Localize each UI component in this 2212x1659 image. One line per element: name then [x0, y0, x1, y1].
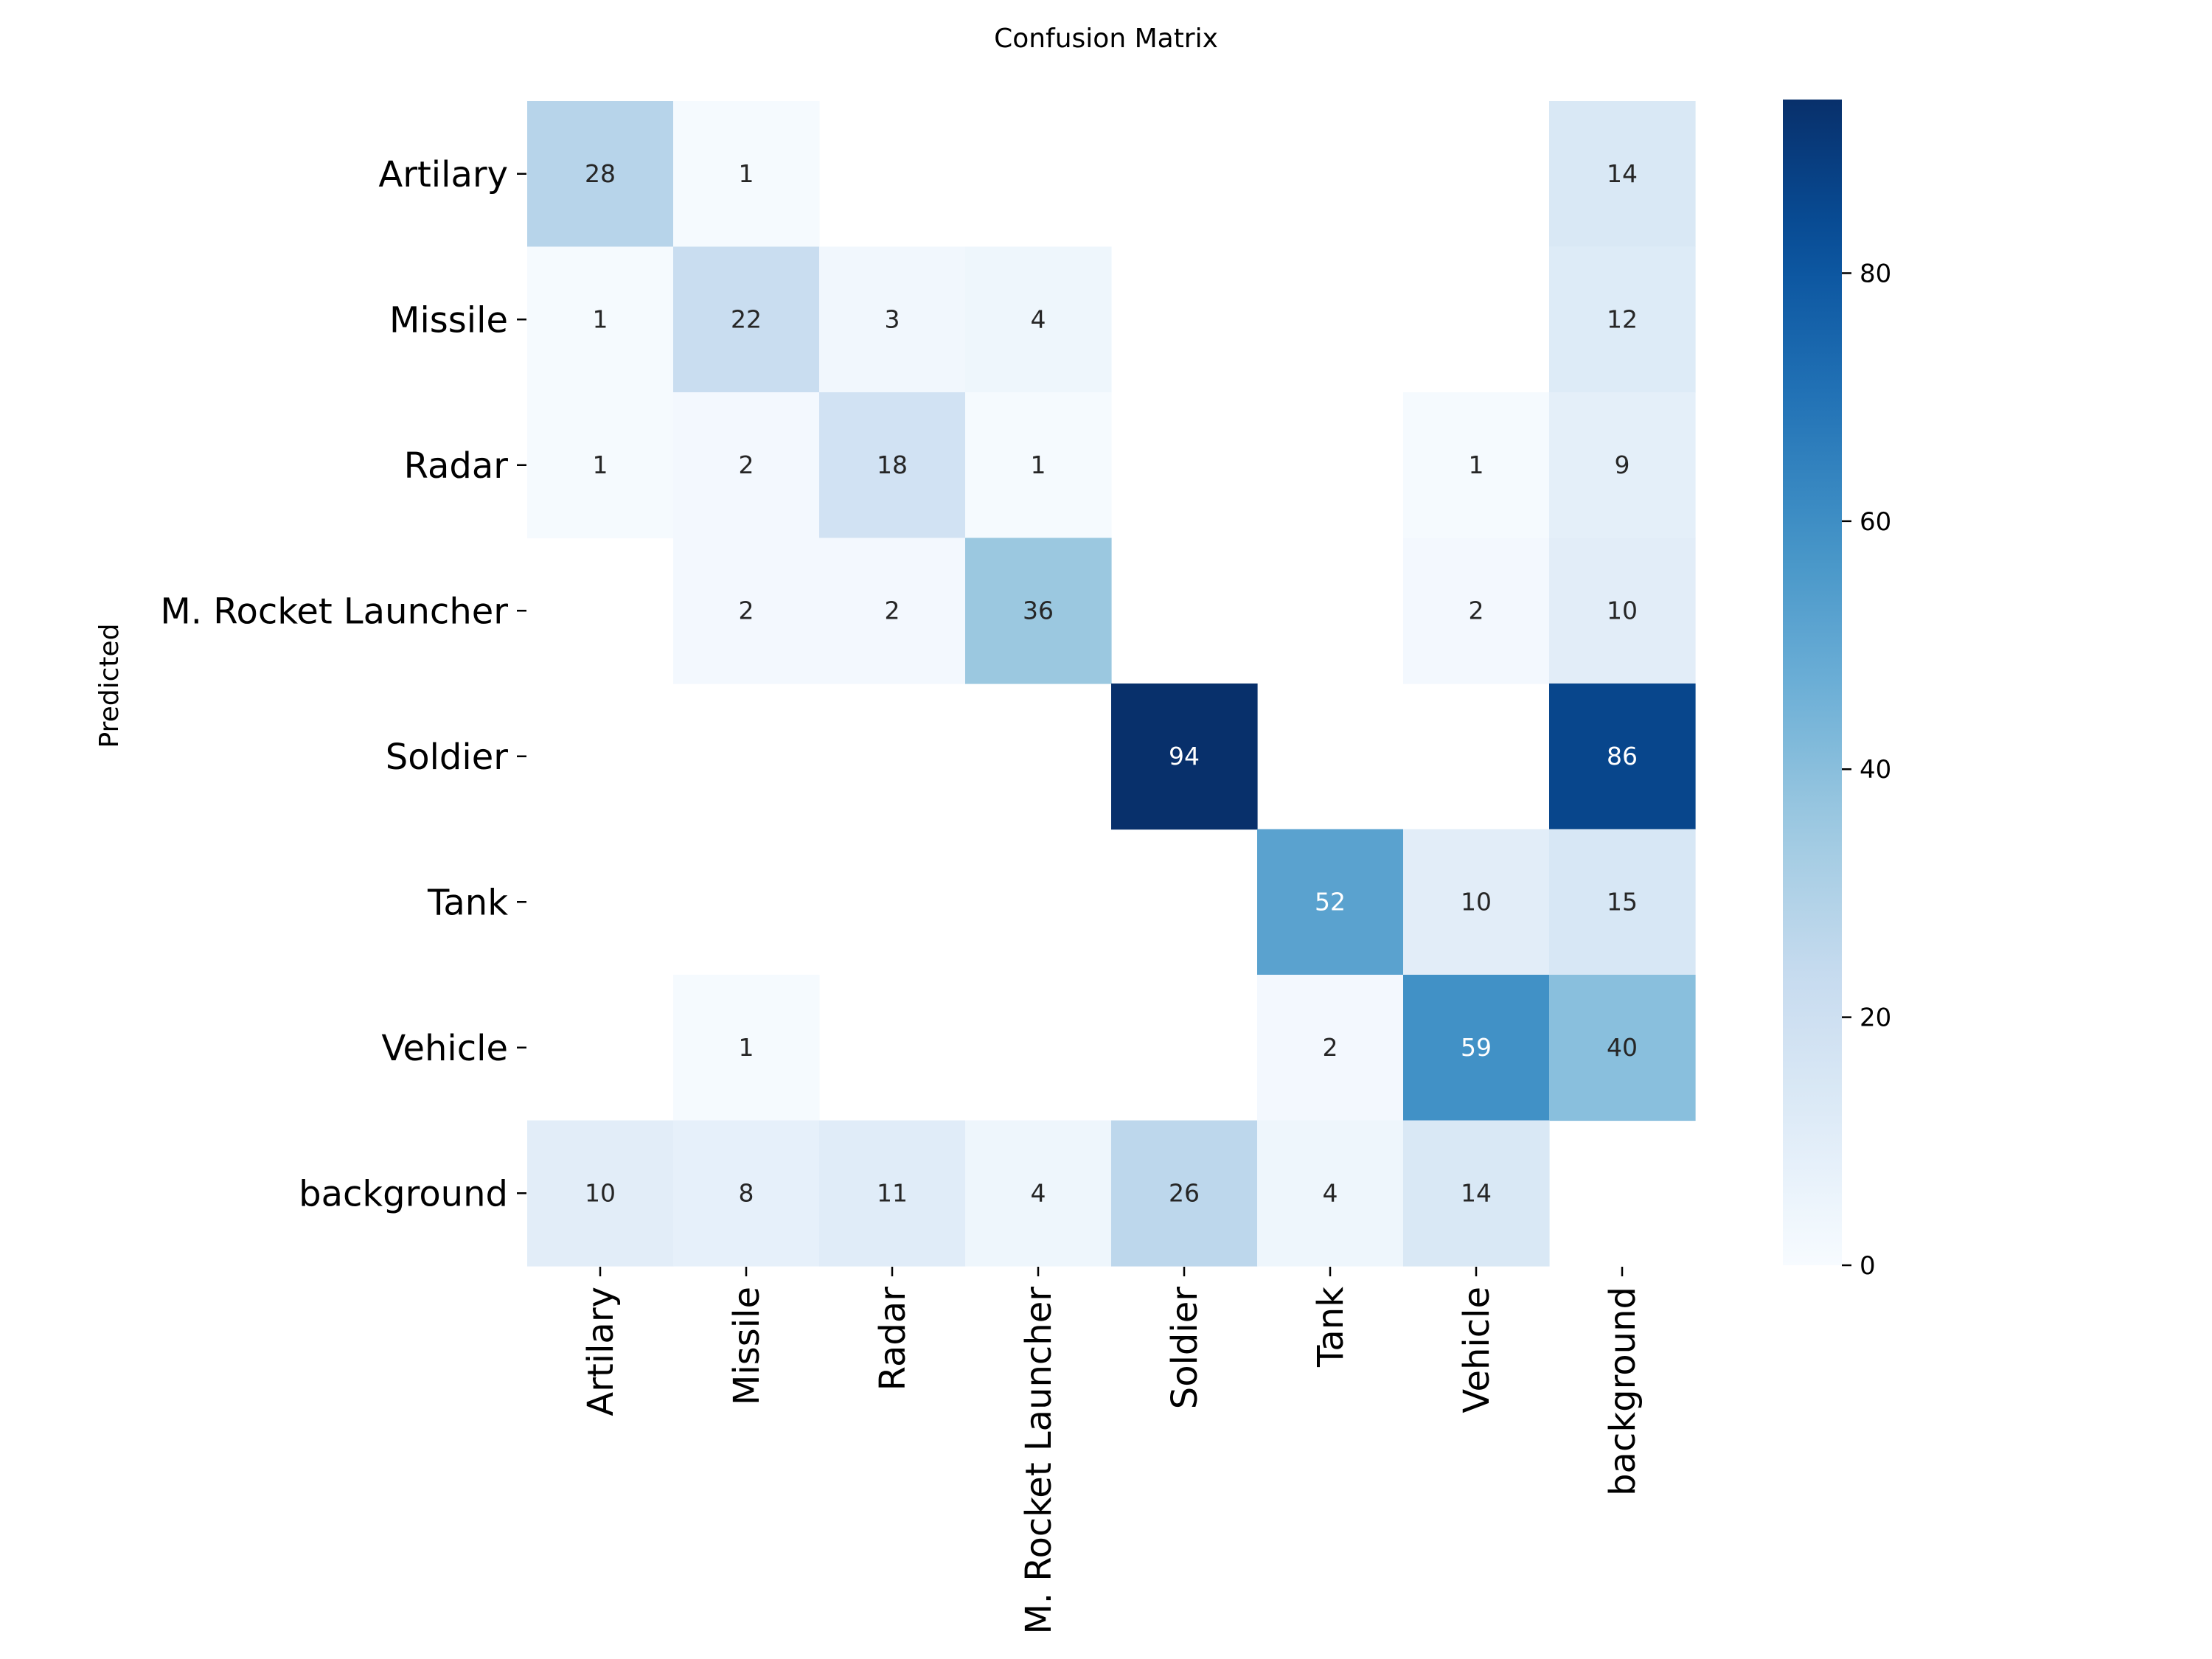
- heatmap-cell-artilary-background: [1549, 101, 1696, 248]
- heatmap-cell-radar-missile: [673, 392, 820, 539]
- colorbar-tick-label: 80: [1860, 259, 1891, 288]
- x-tick-label-background: background: [1602, 1287, 1644, 1496]
- colorbar-tick-label: 40: [1860, 755, 1891, 785]
- heatmap-cell-vehicle-background: [1549, 975, 1696, 1121]
- heatmap-cell-tank-tank: [1257, 829, 1404, 975]
- x-tick-label-missile: Missile: [726, 1287, 768, 1405]
- heatmap-cell-background-missile: [673, 1120, 820, 1267]
- cell-value-label: 14: [1461, 1178, 1492, 1207]
- cell-value-label: 18: [877, 451, 908, 479]
- x-tick-label-tank: Tank: [1310, 1287, 1352, 1368]
- heatmap-cell-m-rocket-launcher-missile: [673, 538, 820, 684]
- heatmap-cell-background-tank: [1257, 1120, 1404, 1267]
- cell-value-label: 28: [585, 159, 616, 188]
- heatmap-cell-tank-background: [1549, 829, 1696, 975]
- cell-value-label: 10: [585, 1178, 616, 1207]
- cell-value-label: 2: [885, 596, 900, 625]
- cell-value-label: 26: [1169, 1178, 1200, 1207]
- y-tick-label-artilary: Artilary: [378, 154, 508, 195]
- x-tick-label-artilary: Artilary: [580, 1287, 622, 1416]
- y-tick-label-vehicle: Vehicle: [381, 1028, 508, 1069]
- cell-value-label: 94: [1169, 742, 1200, 771]
- cell-value-label: 11: [877, 1178, 908, 1207]
- heatmap-cell-background-soldier: [1111, 1120, 1258, 1267]
- cell-value-label: 12: [1607, 305, 1638, 333]
- cell-value-label: 4: [1323, 1178, 1338, 1207]
- heatmap-cell-radar-radar: [819, 392, 966, 539]
- colorbar-gradient: [1783, 100, 1842, 1265]
- x-tick-label-soldier: Soldier: [1164, 1287, 1206, 1410]
- heatmap-cell-soldier-soldier: [1111, 684, 1258, 830]
- cell-value-label: 10: [1607, 596, 1638, 625]
- y-tick-label-radar: Radar: [404, 445, 509, 487]
- cell-value-label: 52: [1315, 887, 1346, 916]
- heatmap-cell-missile-m-rocket-launcher: [965, 246, 1112, 393]
- x-tick-label-vehicle: Vehicle: [1456, 1287, 1498, 1413]
- cell-value-label: 2: [739, 596, 754, 625]
- heatmap-cell-vehicle-tank: [1257, 975, 1404, 1121]
- cell-value-label: 40: [1607, 1033, 1638, 1062]
- heatmap-cell-missile-background: [1549, 246, 1696, 393]
- heatmap-cell-m-rocket-launcher-radar: [819, 538, 966, 684]
- cell-value-label: 8: [739, 1178, 754, 1207]
- cell-value-label: 1: [739, 159, 754, 188]
- heatmap-cell-vehicle-vehicle: [1403, 975, 1550, 1121]
- cell-value-label: 36: [1023, 596, 1054, 625]
- cell-value-label: 1: [739, 1033, 754, 1062]
- chart-title: Confusion Matrix: [994, 24, 1218, 54]
- heatmap-cell-radar-m-rocket-launcher: [965, 392, 1112, 539]
- cell-value-label: 1: [1031, 451, 1046, 479]
- colorbar: 0 20 40 60 80: [1783, 100, 1891, 1281]
- heatmap-cell-tank-vehicle: [1403, 829, 1550, 975]
- cell-value-label: 2: [1323, 1033, 1338, 1062]
- cell-value-label: 1: [1469, 451, 1484, 479]
- cell-value-label: 86: [1607, 742, 1638, 771]
- cell-value-label: 2: [1469, 596, 1484, 625]
- y-tick-label-m-rocket-launcher: M. Rocket Launcher: [160, 591, 508, 632]
- cell-value-label: 1: [593, 305, 608, 333]
- heatmap-cell-radar-artilary: [527, 392, 674, 539]
- heatmap-cell-m-rocket-launcher-vehicle: [1403, 538, 1550, 684]
- heatmap-cell-m-rocket-launcher-m-rocket-launcher: [965, 538, 1112, 684]
- heatmap-cell-background-radar: [819, 1120, 966, 1267]
- heatmap-cell-m-rocket-launcher-background: [1549, 538, 1696, 684]
- y-tick-label-soldier: Soldier: [386, 737, 509, 778]
- colorbar-tick-label: 20: [1860, 1004, 1891, 1033]
- cell-value-label: 4: [1031, 1178, 1046, 1207]
- heatmap-cell-radar-background: [1549, 392, 1696, 539]
- y-tick-label-tank: Tank: [427, 882, 508, 923]
- y-tick-label-background: background: [299, 1173, 508, 1214]
- cell-value-label: 10: [1461, 887, 1492, 916]
- heatmap-cell-missile-radar: [819, 246, 966, 393]
- cell-value-label: 3: [885, 305, 900, 333]
- heatmap-cell-missile-artilary: [527, 246, 674, 393]
- cell-value-label: 59: [1461, 1033, 1492, 1062]
- colorbar-tick-label: 0: [1860, 1251, 1876, 1281]
- x-axis-ticks: Artilary Missile Radar M. Rocket Launcher So…: [580, 1267, 1644, 1635]
- cell-value-label: 14: [1607, 159, 1638, 188]
- y-tick-label-missile: Missile: [389, 299, 508, 341]
- colorbar-tick-label: 60: [1860, 507, 1891, 537]
- heatmap-cell-background-m-rocket-launcher: [965, 1120, 1112, 1267]
- y-axis-ticks: Artilary Missile Radar M. Rocket Launcher So…: [160, 154, 526, 1214]
- heatmap-cell-radar-vehicle: [1403, 392, 1550, 539]
- heatmap-cell-vehicle-missile: [673, 975, 820, 1121]
- cell-value-label: 1: [593, 451, 608, 479]
- y-axis-label: Predicted: [94, 624, 125, 748]
- heatmap-cell-artilary-missile: [673, 101, 820, 248]
- heatmap-cell-missile-missile: [673, 246, 820, 393]
- x-tick-label-radar: Radar: [872, 1287, 914, 1391]
- cell-value-label: 15: [1607, 887, 1638, 916]
- heatmap-cell-artilary-artilary: [527, 101, 674, 248]
- heatmap-cell-background-artilary: [527, 1120, 674, 1267]
- x-tick-label-m-rocket-launcher: M. Rocket Launcher: [1018, 1287, 1060, 1635]
- cell-value-label: 22: [731, 305, 762, 333]
- heatmap-cell-soldier-background: [1549, 684, 1696, 830]
- heatmap-cell-background-vehicle: [1403, 1120, 1550, 1267]
- cell-value-label: 9: [1615, 451, 1630, 479]
- cell-value-label: 4: [1031, 305, 1046, 333]
- cell-value-label: 2: [739, 451, 754, 479]
